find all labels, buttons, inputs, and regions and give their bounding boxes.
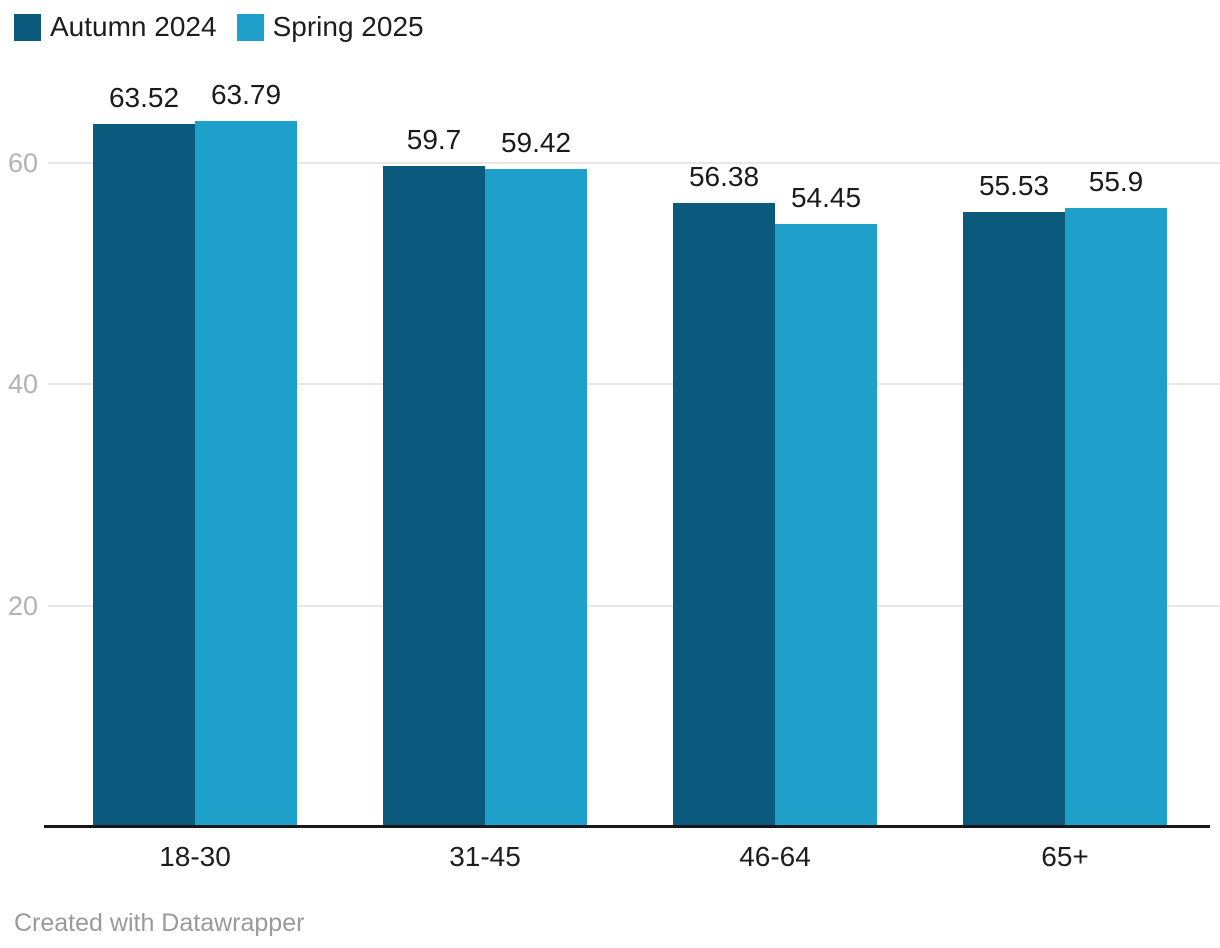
gridline-40: [48, 383, 1220, 386]
bar-autumn-2024-31-45: [383, 166, 485, 827]
bar-spring-2025-18-30: [195, 120, 297, 827]
value-label-autumn-2024-46-64: 56.38: [688, 160, 760, 192]
bar-spring-2025-65+: [1065, 208, 1167, 827]
x-axis-label-46-64: 46-64: [739, 841, 811, 872]
value-label-spring-2025-65+: 55.9: [1088, 166, 1144, 198]
bar-spring-2025-46-64: [775, 224, 877, 827]
x-axis-label-65+: 65+: [1041, 841, 1089, 872]
y-axis-tick-label-40: 40: [7, 369, 38, 400]
legend-label-spring-2025: Spring 2025: [272, 11, 424, 42]
gridline-20: [48, 604, 1220, 607]
legend-label-autumn-2024: Autumn 2024: [50, 11, 217, 42]
x-axis-label-31-45: 31-45: [449, 841, 521, 872]
legend: Autumn 2024 Spring 2025: [14, 13, 424, 41]
value-label-spring-2025-46-64: 54.45: [790, 182, 862, 214]
bar-autumn-2024-46-64: [673, 202, 775, 827]
bar-spring-2025-31-45: [485, 169, 587, 827]
x-axis-line: [44, 825, 1210, 828]
value-label-autumn-2024-18-30: 63.52: [108, 81, 180, 113]
legend-swatch-autumn-2024: [14, 13, 41, 41]
value-label-spring-2025-18-30: 63.79: [210, 78, 282, 110]
bar-autumn-2024-65+: [963, 212, 1065, 827]
y-axis-tick-label-20: 20: [7, 590, 38, 621]
value-label-autumn-2024-31-45: 59.7: [406, 124, 462, 156]
bar-autumn-2024-18-30: [93, 123, 195, 827]
y-axis-tick-label-60: 60: [7, 147, 38, 178]
value-label-spring-2025-31-45: 59.42: [500, 127, 572, 159]
legend-item-spring-2025: Spring 2025: [236, 11, 424, 42]
legend-swatch-spring-2025: [236, 13, 264, 41]
datawrapper-attribution-link[interactable]: Created with Datawrapper: [14, 909, 305, 937]
gridline-60: [48, 161, 1220, 164]
x-axis-label-18-30: 18-30: [159, 841, 231, 872]
legend-item-autumn-2024: Autumn 2024: [14, 13, 217, 41]
value-label-autumn-2024-65+: 55.53: [978, 170, 1050, 202]
